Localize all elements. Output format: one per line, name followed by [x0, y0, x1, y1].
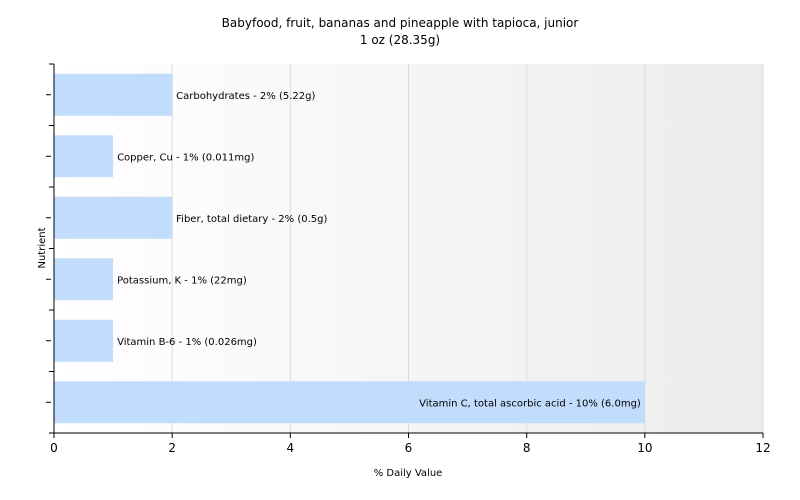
- bar-fiber-total-dietary: [54, 196, 173, 239]
- x-tick-label: 10: [637, 441, 652, 455]
- bars: [54, 73, 645, 424]
- bar-carbohydrates: [54, 73, 173, 116]
- bar-copper-cu: [54, 135, 114, 178]
- bar-value-label: Carbohydrates - 2% (5.22g): [176, 91, 315, 102]
- chart-subtitle: 1 oz (28.35g): [360, 33, 440, 47]
- chart-title: Babyfood, fruit, bananas and pineapple w…: [222, 16, 579, 30]
- bar-value-label: Fiber, total dietary - 2% (0.5g): [176, 214, 327, 225]
- bar-value-label: Copper, Cu - 1% (0.011mg): [117, 152, 254, 163]
- bar-potassium-k: [54, 258, 114, 301]
- x-tick-label: 0: [50, 441, 58, 455]
- x-tick-label: 6: [405, 441, 413, 455]
- x-tick-label: 8: [523, 441, 531, 455]
- y-axis-label: Nutrient: [37, 227, 48, 268]
- bar-value-label: Vitamin B-6 - 1% (0.026mg): [117, 337, 257, 348]
- bar-vitamin-b-6: [54, 319, 114, 362]
- bar-value-label: Potassium, K - 1% (22mg): [117, 275, 247, 286]
- ticks: 0 2 4 6 8 10 12: [46, 63, 771, 455]
- x-tick-label: 12: [755, 441, 770, 455]
- x-tick-label: 2: [168, 441, 176, 455]
- x-axis-label: % Daily Value: [374, 468, 443, 479]
- gridlines: [171, 64, 764, 433]
- x-tick-label: 4: [287, 441, 295, 455]
- bar-labels: Carbohydrates - 2% (5.22g) Copper, Cu - 1…: [117, 91, 641, 410]
- bar-vitamin-c-total-ascorbic-acid: [54, 381, 645, 424]
- bar-value-label: Vitamin C, total ascorbic acid - 10% (6.…: [419, 398, 641, 409]
